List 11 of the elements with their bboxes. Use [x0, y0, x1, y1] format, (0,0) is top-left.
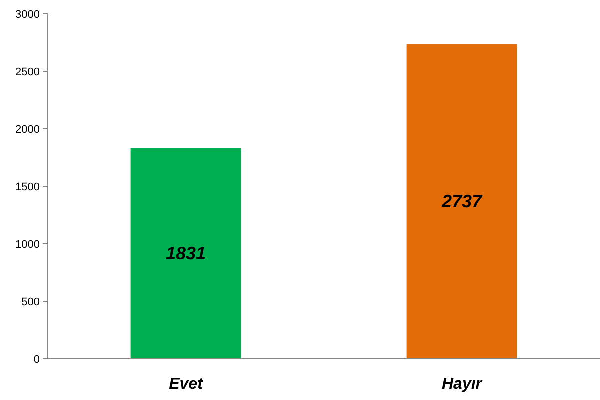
y-tick-label: 1000: [16, 239, 40, 251]
y-tick-label: 2500: [16, 66, 40, 78]
y-tick-label: 3000: [16, 9, 40, 21]
y-tick-label: 500: [22, 296, 40, 308]
x-tick-label: Evet: [169, 376, 204, 393]
y-tick-label: 0: [34, 354, 40, 366]
x-tick-label: Hayır: [442, 376, 483, 393]
data-label: 2737: [440, 192, 484, 212]
y-tick-label: 2000: [16, 124, 40, 136]
y-tick-label: 1500: [16, 182, 40, 194]
data-label: 1831: [166, 244, 206, 264]
